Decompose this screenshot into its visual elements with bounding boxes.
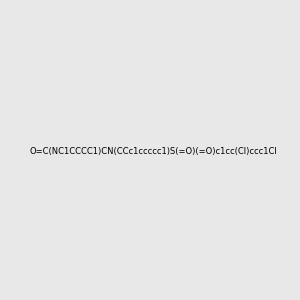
Text: O=C(NC1CCCC1)CN(CCc1ccccc1)S(=O)(=O)c1cc(Cl)ccc1Cl: O=C(NC1CCCC1)CN(CCc1ccccc1)S(=O)(=O)c1cc…: [30, 147, 278, 156]
